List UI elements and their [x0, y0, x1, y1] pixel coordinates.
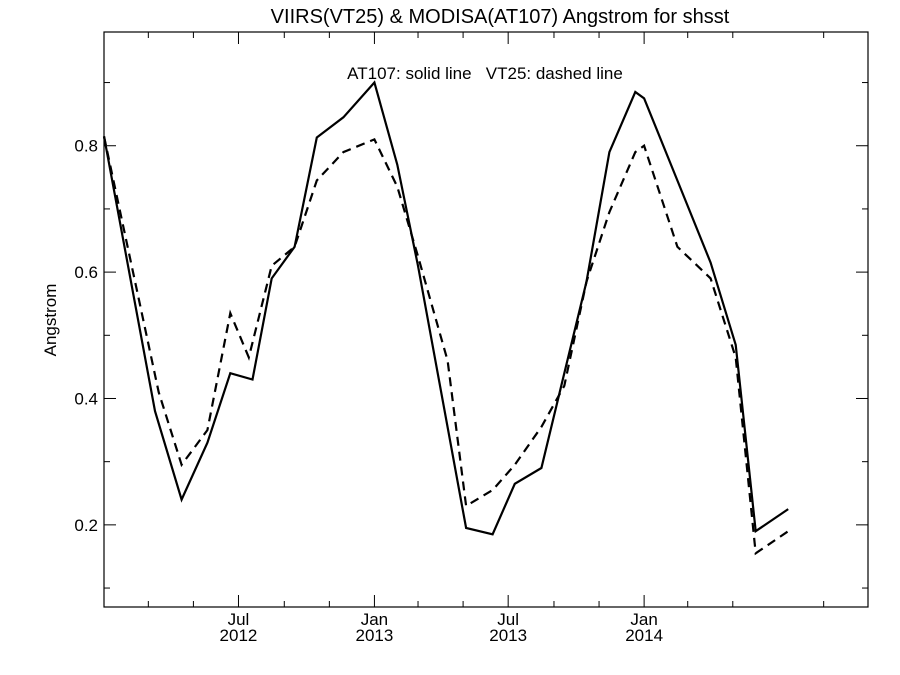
y-axis-label: Angstrom [41, 284, 60, 357]
y-tick-label: 0.8 [74, 137, 98, 156]
x-tick-label-month: Jul [497, 610, 519, 629]
x-tick-label-year: 2014 [625, 626, 663, 645]
x-tick-label-month: Jul [228, 610, 250, 629]
x-tick-label-year: 2013 [356, 626, 394, 645]
x-tick-label-month: Jan [361, 610, 388, 629]
line-style-annotation: AT107: solid line VT25: dashed line [347, 64, 623, 83]
x-tick-label-month: Jan [630, 610, 657, 629]
series-group [102, 80, 789, 556]
y-tick-label: 0.4 [74, 389, 98, 408]
y-tick-label: 0.6 [74, 263, 98, 282]
x-tick-label-year: 2012 [220, 626, 258, 645]
series-line-at107 [102, 80, 789, 536]
x-tick-label-year: 2013 [489, 626, 527, 645]
plot-frame [103, 31, 869, 608]
y-tick-label: 0.2 [74, 516, 98, 535]
chart-title: VIIRS(VT25) & MODISA(AT107) Angstrom for… [271, 6, 730, 28]
